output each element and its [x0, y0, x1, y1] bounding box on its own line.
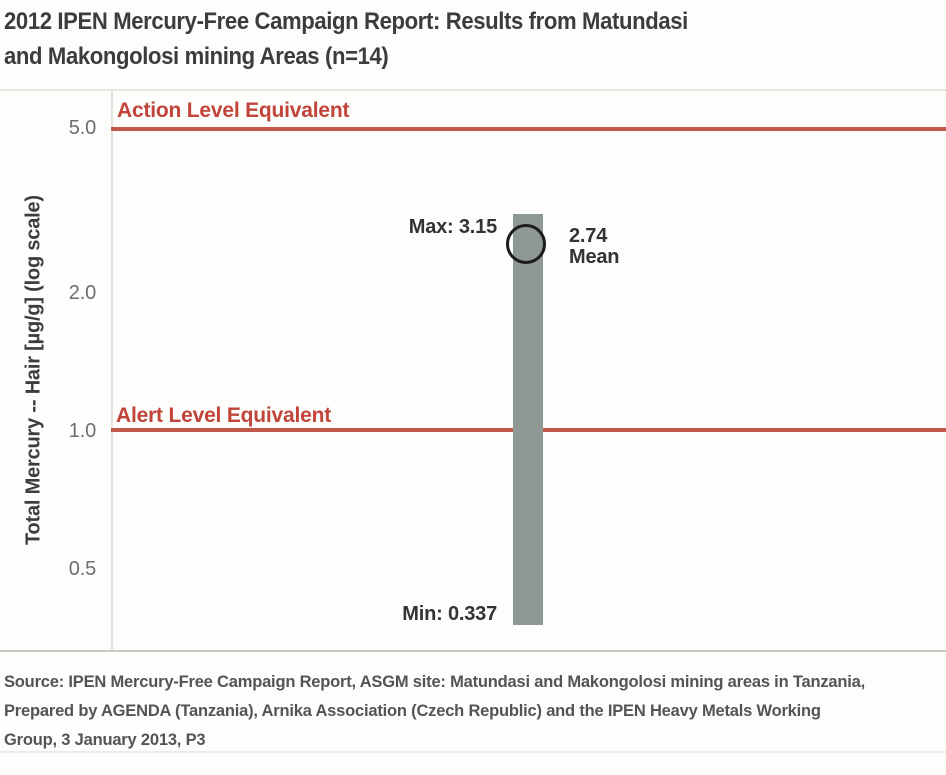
mercury-range-bar [513, 214, 543, 625]
alert-level-label: Alert Level Equivalent [116, 404, 332, 427]
mean-text-label: Mean [569, 246, 620, 268]
mean-circle-marker [506, 224, 546, 264]
y-tick-label-1: 1.0 [68, 420, 96, 442]
y-tick-label-5: 5.0 [68, 117, 96, 139]
page-title-line-1: 2012 IPEN Mercury-Free Campaign Report: … [4, 8, 688, 35]
page-title-line-2: and Makongolosi mining Areas (n=14) [4, 43, 389, 70]
mean-value-label: 2.74 [569, 225, 608, 247]
y-tick-label-0p5: 0.5 [68, 558, 96, 580]
page-bottom-border [0, 751, 946, 753]
source-citation: Source: IPEN Mercury-Free Campaign Repor… [4, 673, 865, 749]
chart-top-border [0, 89, 946, 91]
min-value-label: Min: 0.337 [402, 603, 497, 625]
action-level-label: Action Level Equivalent [117, 99, 350, 122]
max-value-label: Max: 3.15 [408, 216, 497, 238]
y-tick-label-2: 2.0 [68, 282, 96, 304]
chart-bottom-border [0, 650, 946, 652]
action-level-line [111, 127, 946, 131]
y-axis-title: Total Mercury -- Hair [µg/g] (log scale) [22, 195, 45, 545]
mean-annotation: 2.74 Mean [569, 225, 620, 268]
page-title: 2012 IPEN Mercury-Free Campaign Report: … [4, 4, 860, 74]
y-axis-line [111, 89, 113, 651]
